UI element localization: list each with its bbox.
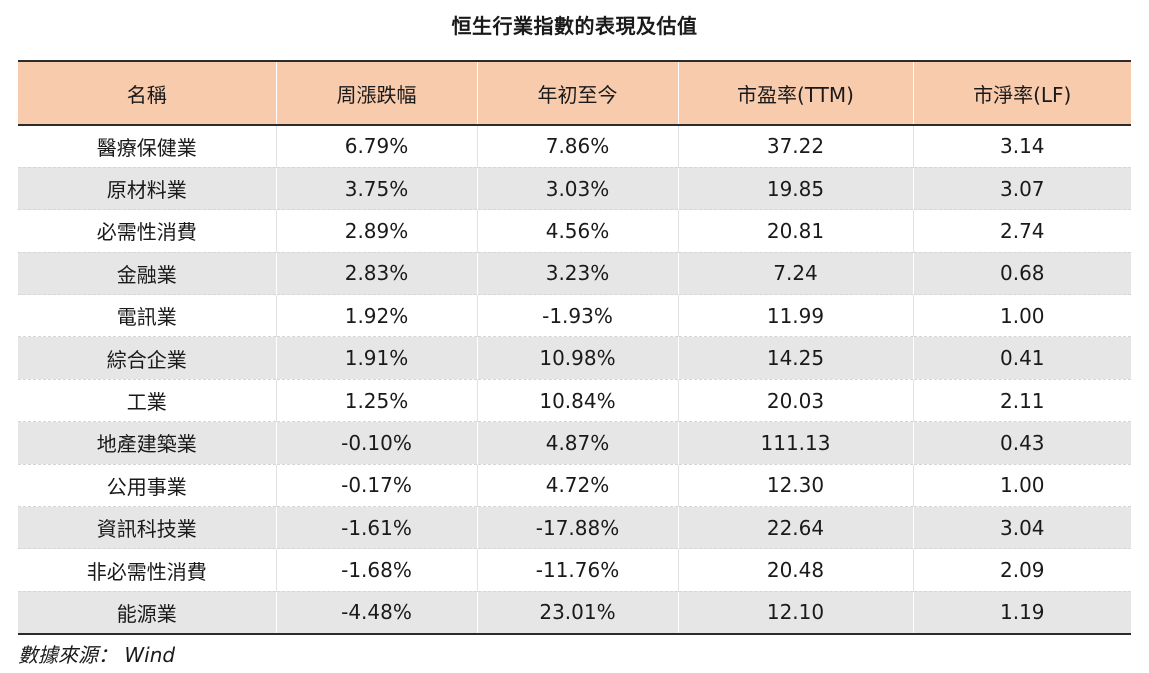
cell-ytd: -17.88% <box>477 506 679 550</box>
table-row: 能源業 -4.48% 23.01% 12.10 1.19 <box>18 591 1131 635</box>
cell-ytd: 10.98% <box>477 336 679 380</box>
table-row: 原材料業 3.75% 3.03% 19.85 3.07 <box>18 167 1131 211</box>
cell-sector-name: 原材料業 <box>18 167 277 211</box>
cell-pe-ttm: 111.13 <box>678 421 914 465</box>
table-row: 工業 1.25% 10.84% 20.03 2.11 <box>18 379 1131 423</box>
header-pe-ttm: 市盈率(TTM) <box>678 60 914 126</box>
cell-pe-ttm: 7.24 <box>678 252 914 296</box>
cell-weekly-change: -0.10% <box>276 421 478 465</box>
cell-weekly-change: -1.68% <box>276 548 478 592</box>
cell-ytd: 4.87% <box>477 421 679 465</box>
cell-weekly-change: 1.91% <box>276 336 478 380</box>
cell-pb-lf: 1.00 <box>913 464 1131 508</box>
cell-sector-name: 資訊科技業 <box>18 506 277 550</box>
table-row: 資訊科技業 -1.61% -17.88% 22.64 3.04 <box>18 506 1131 550</box>
cell-ytd: 7.86% <box>477 125 679 168</box>
cell-sector-name: 綜合企業 <box>18 336 277 380</box>
cell-pe-ttm: 20.48 <box>678 548 914 592</box>
cell-ytd: 4.56% <box>477 209 679 253</box>
cell-pe-ttm: 22.64 <box>678 506 914 550</box>
cell-pb-lf: 1.19 <box>913 591 1131 635</box>
cell-weekly-change: 2.83% <box>276 252 478 296</box>
cell-ytd: 10.84% <box>477 379 679 423</box>
cell-ytd: 23.01% <box>477 591 679 635</box>
cell-pb-lf: 3.14 <box>913 125 1131 168</box>
table-row: 非必需性消費 -1.68% -11.76% 20.48 2.09 <box>18 548 1131 592</box>
cell-sector-name: 公用事業 <box>18 464 277 508</box>
sector-index-table: 名稱 周漲跌幅 年初至今 市盈率(TTM) 市淨率(LF) 醫療保健業 6.79… <box>18 60 1131 635</box>
cell-weekly-change: -1.61% <box>276 506 478 550</box>
header-pb-lf: 市淨率(LF) <box>913 60 1131 126</box>
cell-pb-lf: 0.43 <box>913 421 1131 465</box>
cell-ytd: 3.03% <box>477 167 679 211</box>
header-name: 名稱 <box>18 60 277 126</box>
cell-ytd: -11.76% <box>477 548 679 592</box>
cell-weekly-change: 3.75% <box>276 167 478 211</box>
cell-sector-name: 非必需性消費 <box>18 548 277 592</box>
cell-weekly-change: 6.79% <box>276 125 478 168</box>
table-row: 地產建築業 -0.10% 4.87% 111.13 0.43 <box>18 421 1131 465</box>
cell-sector-name: 醫療保健業 <box>18 125 277 168</box>
cell-ytd: 4.72% <box>477 464 679 508</box>
table-row: 綜合企業 1.91% 10.98% 14.25 0.41 <box>18 336 1131 380</box>
cell-weekly-change: 1.92% <box>276 294 478 338</box>
cell-weekly-change: 1.25% <box>276 379 478 423</box>
cell-pb-lf: 1.00 <box>913 294 1131 338</box>
table-row: 公用事業 -0.17% 4.72% 12.30 1.00 <box>18 464 1131 508</box>
cell-pe-ttm: 20.81 <box>678 209 914 253</box>
table-row: 金融業 2.83% 3.23% 7.24 0.68 <box>18 252 1131 296</box>
cell-weekly-change: -4.48% <box>276 591 478 635</box>
cell-pb-lf: 0.41 <box>913 336 1131 380</box>
cell-sector-name: 工業 <box>18 379 277 423</box>
table-header-row: 名稱 周漲跌幅 年初至今 市盈率(TTM) 市淨率(LF) <box>18 60 1131 126</box>
cell-pe-ttm: 11.99 <box>678 294 914 338</box>
cell-pb-lf: 2.74 <box>913 209 1131 253</box>
cell-ytd: -1.93% <box>477 294 679 338</box>
data-source-note: 數據來源： Wind <box>18 643 176 667</box>
header-weekly-change: 周漲跌幅 <box>276 60 478 126</box>
cell-pe-ttm: 12.30 <box>678 464 914 508</box>
table-row: 電訊業 1.92% -1.93% 11.99 1.00 <box>18 294 1131 338</box>
cell-sector-name: 金融業 <box>18 252 277 296</box>
cell-sector-name: 地產建築業 <box>18 421 277 465</box>
cell-pe-ttm: 19.85 <box>678 167 914 211</box>
cell-pe-ttm: 12.10 <box>678 591 914 635</box>
cell-pb-lf: 2.09 <box>913 548 1131 592</box>
cell-weekly-change: -0.17% <box>276 464 478 508</box>
cell-pb-lf: 2.11 <box>913 379 1131 423</box>
cell-pe-ttm: 14.25 <box>678 336 914 380</box>
table-row: 必需性消費 2.89% 4.56% 20.81 2.74 <box>18 209 1131 253</box>
cell-sector-name: 必需性消費 <box>18 209 277 253</box>
cell-pe-ttm: 20.03 <box>678 379 914 423</box>
cell-pb-lf: 3.07 <box>913 167 1131 211</box>
cell-weekly-change: 2.89% <box>276 209 478 253</box>
cell-pb-lf: 0.68 <box>913 252 1131 296</box>
cell-pe-ttm: 37.22 <box>678 125 914 168</box>
page-title: 恒生行業指數的表現及估值 <box>451 14 698 38</box>
header-ytd: 年初至今 <box>477 60 679 126</box>
table-row: 醫療保健業 6.79% 7.86% 37.22 3.14 <box>18 125 1131 168</box>
cell-sector-name: 能源業 <box>18 591 277 635</box>
cell-sector-name: 電訊業 <box>18 294 277 338</box>
cell-ytd: 3.23% <box>477 252 679 296</box>
cell-pb-lf: 3.04 <box>913 506 1131 550</box>
